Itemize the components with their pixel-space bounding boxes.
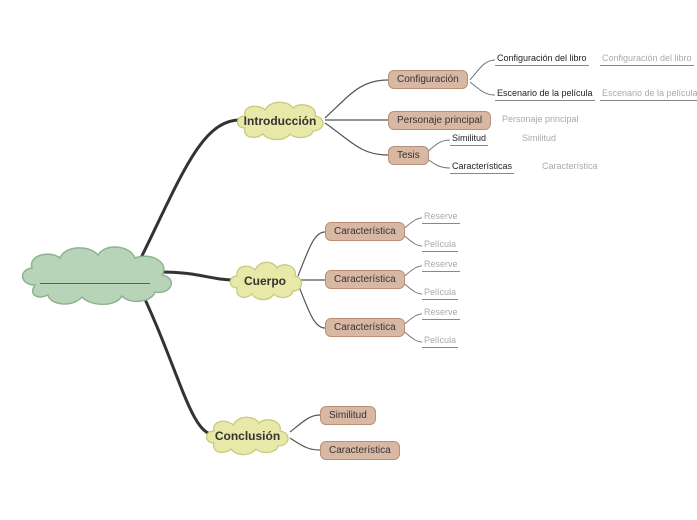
- root-label-line: [40, 283, 150, 284]
- section-cuerpo-label: Cuerpo: [244, 274, 286, 288]
- pill-conclusion-similitud[interactable]: Similitud: [320, 406, 376, 425]
- leaf-tesis-caract: Características: [450, 160, 514, 174]
- pill-conclusion-caract[interactable]: Característica: [320, 441, 400, 460]
- leaf-c2-reserve: Reserve: [422, 258, 460, 272]
- pill-tesis[interactable]: Tesis: [388, 146, 429, 165]
- section-cuerpo[interactable]: Cuerpo: [225, 258, 305, 303]
- leaf-config-libro-ghost: Configuración del libro: [600, 52, 694, 66]
- pill-configuracion[interactable]: Configuración: [388, 70, 468, 89]
- leaf-c3-pelicula: Película: [422, 334, 458, 348]
- leaf-config-libro: Configuración del libro: [495, 52, 589, 66]
- pill-cuerpo-2[interactable]: Característica: [325, 270, 405, 289]
- leaf-c1-pelicula: Película: [422, 238, 458, 252]
- pill-cuerpo-1[interactable]: Característica: [325, 222, 405, 241]
- leaf-tesis-caract-ghost: Característica: [540, 160, 600, 173]
- section-conclusion-label: Conclusión: [215, 429, 280, 443]
- leaf-c1-reserve: Reserve: [422, 210, 460, 224]
- section-intro[interactable]: Introducción: [230, 98, 330, 143]
- section-intro-label: Introducción: [244, 114, 317, 128]
- leaf-config-pelicula-ghost: Escenario de la película: [600, 87, 697, 101]
- leaf-c3-reserve: Reserve: [422, 306, 460, 320]
- leaf-c2-pelicula: Película: [422, 286, 458, 300]
- leaf-tesis-similitud-ghost: Similitud: [520, 132, 558, 145]
- root-node[interactable]: [10, 240, 180, 310]
- pill-personaje[interactable]: Personaje principal: [388, 111, 491, 130]
- leaf-personaje-ghost: Personaje principal: [500, 113, 581, 126]
- leaf-tesis-similitud: Similitud: [450, 132, 488, 146]
- pill-cuerpo-3[interactable]: Característica: [325, 318, 405, 337]
- section-conclusion[interactable]: Conclusión: [200, 413, 295, 458]
- leaf-config-pelicula: Escenario de la película: [495, 87, 595, 101]
